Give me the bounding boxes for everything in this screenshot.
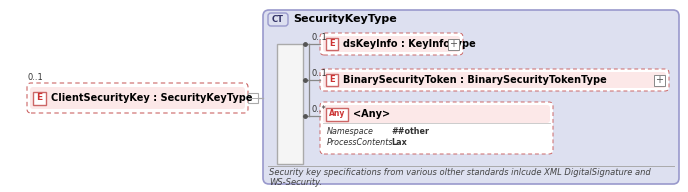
FancyBboxPatch shape <box>323 36 460 52</box>
Bar <box>326 108 348 121</box>
Text: E: E <box>329 75 335 84</box>
Bar <box>33 92 46 104</box>
Text: dsKeyInfo : KeyInfoType: dsKeyInfo : KeyInfoType <box>343 39 475 49</box>
Text: Any: Any <box>329 109 345 118</box>
FancyBboxPatch shape <box>320 33 463 55</box>
Text: CT: CT <box>272 15 284 24</box>
FancyBboxPatch shape <box>323 72 666 88</box>
FancyBboxPatch shape <box>323 125 550 151</box>
FancyBboxPatch shape <box>323 105 550 123</box>
Bar <box>654 74 665 85</box>
Text: Namespace: Namespace <box>327 127 374 136</box>
Text: Lax: Lax <box>391 138 407 147</box>
Bar <box>326 74 338 86</box>
FancyBboxPatch shape <box>30 87 245 109</box>
Text: E: E <box>36 94 43 103</box>
FancyBboxPatch shape <box>320 102 553 154</box>
Text: SecurityKeyType: SecurityKeyType <box>293 15 397 25</box>
Bar <box>326 38 338 50</box>
Bar <box>248 93 258 103</box>
FancyBboxPatch shape <box>27 83 248 113</box>
Bar <box>277 44 303 164</box>
Text: <Any>: <Any> <box>353 109 390 119</box>
FancyBboxPatch shape <box>320 69 669 91</box>
FancyBboxPatch shape <box>268 13 288 26</box>
Bar <box>448 39 459 50</box>
Text: BinarySecurityToken : BinarySecurityTokenType: BinarySecurityToken : BinarySecurityToke… <box>343 75 607 85</box>
Text: E: E <box>329 40 335 49</box>
Text: ProcessContents: ProcessContents <box>327 138 394 147</box>
Text: 0..1: 0..1 <box>311 33 327 42</box>
Text: 0..*: 0..* <box>311 105 325 114</box>
Text: ##other: ##other <box>391 127 429 136</box>
Text: 0..1: 0..1 <box>27 73 43 82</box>
FancyBboxPatch shape <box>263 10 679 184</box>
Text: Security key specifications from various olther standards inlcude XML DigitalSig: Security key specifications from various… <box>269 168 651 187</box>
Text: +: + <box>656 75 663 85</box>
Text: 0..1: 0..1 <box>311 69 327 78</box>
Text: ClientSecurityKey : SecurityKeyType: ClientSecurityKey : SecurityKeyType <box>51 93 252 103</box>
Text: +: + <box>449 39 458 49</box>
